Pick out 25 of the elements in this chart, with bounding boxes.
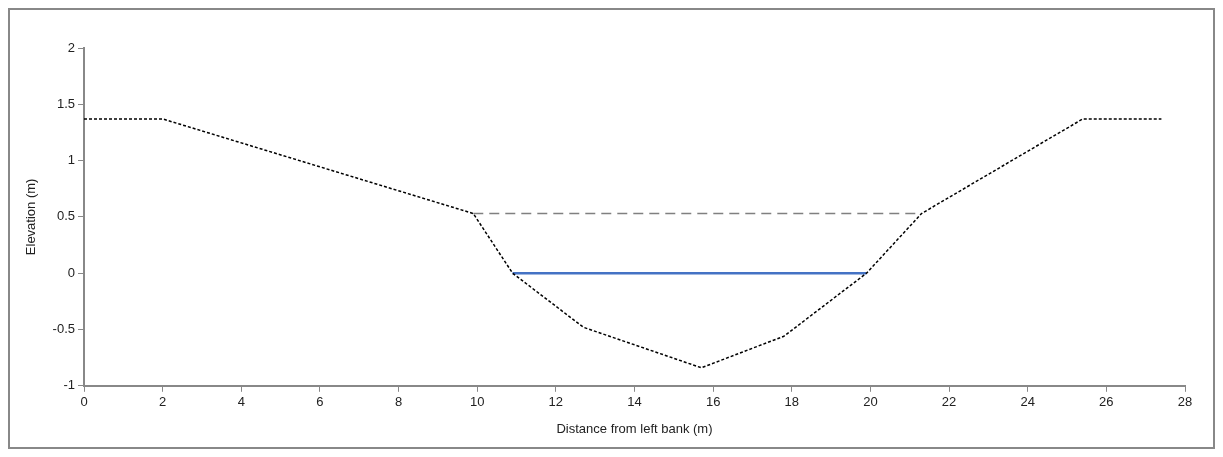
x-axis-title: Distance from left bank (m) [556,420,713,436]
y-tick-label: 2 [67,39,75,55]
x-tick-label: 8 [394,394,403,410]
x-tick-label: 14 [627,394,642,410]
x-tick-label: 4 [237,394,245,410]
y-tick-label: 1 [67,152,75,168]
line-series [84,118,1163,369]
y-tick-label: 0.5 [56,208,75,224]
x-tick-label: 10 [469,394,485,410]
y-tick-label: -1 [63,377,75,393]
x-tick-label: 24 [1020,394,1035,410]
y-tick-label: 0 [67,264,75,280]
x-tick-label: 28 [1177,394,1193,410]
x-tick-label: 22 [941,394,957,410]
y-axis-title: Elevation (m) [23,178,39,256]
x-tick-label: 18 [784,394,800,410]
x-tick-label: 12 [548,394,564,410]
x-tick-label: 2 [159,394,167,410]
x-tick-label: 6 [316,394,324,410]
x-tick-label: 0 [80,394,88,410]
x-tick-label: 26 [1099,394,1114,410]
x-tick-label: 16 [705,394,721,410]
x-tick-label: 20 [863,394,878,410]
y-tick-label: -0.5 [52,321,75,337]
y-tick-label: 1.5 [56,95,75,111]
